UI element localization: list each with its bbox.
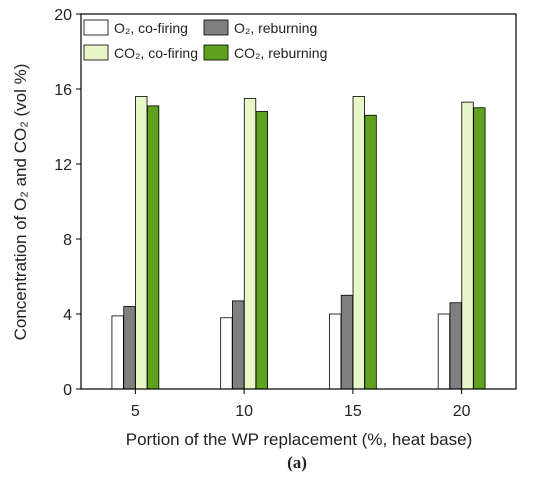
legend-swatch [83, 19, 109, 36]
y-tick-label: 16 [54, 82, 72, 99]
x-tick-label: 15 [344, 403, 362, 420]
plot-area: 0 4 8 12 16 20 5 10 15 20 [54, 7, 486, 420]
x-tick-label: 20 [453, 403, 471, 420]
legend-label: CO₂, co-firing [114, 45, 198, 61]
legend-label: O₂, co-firing [114, 20, 188, 36]
panel-label: (a) [287, 453, 307, 472]
bar [111, 315, 124, 390]
x-axis-title: Portion of the WP replacement (%, heat b… [126, 430, 472, 449]
legend-label: CO₂, reburning [234, 45, 327, 61]
plot-frame [80, 13, 517, 390]
bar [123, 306, 136, 390]
x-tick-label: 10 [235, 403, 253, 420]
bar [364, 114, 377, 390]
bar [243, 97, 257, 390]
y-tick-label: 20 [54, 7, 72, 24]
legend-swatch [83, 44, 109, 61]
bar [255, 111, 268, 390]
x-tick-label: 5 [131, 403, 140, 420]
bar [220, 317, 233, 390]
legend-swatch [203, 44, 229, 61]
y-tick-label: 12 [54, 157, 72, 174]
legend-swatch [203, 19, 229, 36]
legend-label: O₂, reburning [234, 20, 317, 36]
legend: O₂, co-firing O₂, reburning CO₂, co-firing… [83, 19, 327, 61]
y-tick-label: 4 [63, 307, 72, 324]
bar [473, 107, 486, 390]
y-tick-label: 0 [63, 382, 72, 399]
bar [340, 294, 354, 390]
y-tick-label: 8 [63, 232, 72, 249]
bar [461, 101, 474, 390]
bar [135, 96, 148, 390]
bar [232, 300, 245, 390]
bar [329, 313, 342, 390]
bar [449, 302, 462, 390]
bar [352, 96, 365, 390]
bar [437, 313, 451, 390]
y-axis-title: Concentration of O₂ and CO₂ (vol %) [11, 64, 30, 341]
bar [146, 105, 160, 390]
